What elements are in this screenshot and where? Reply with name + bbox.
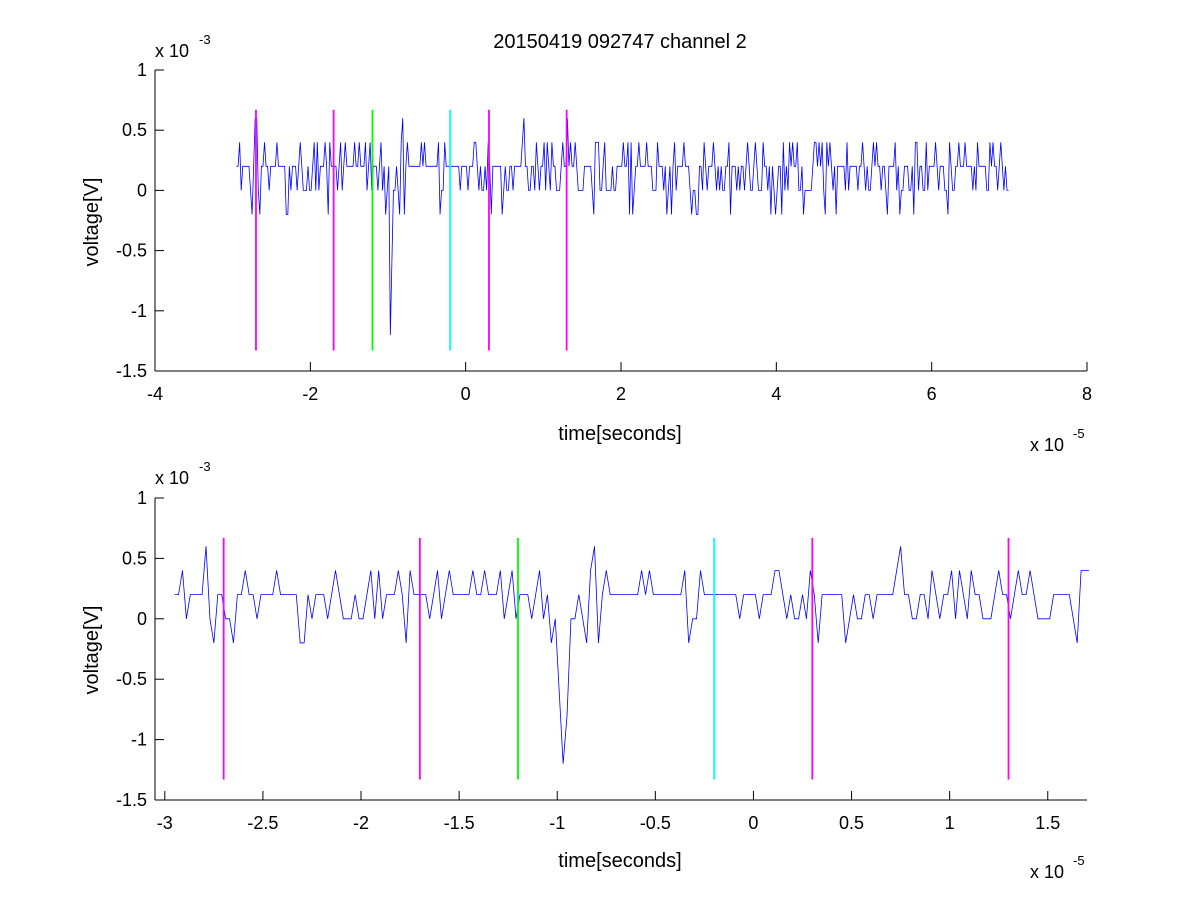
y-tick-label: 1 [137, 488, 147, 508]
y-axis-label: voltage[V] [81, 606, 103, 695]
x-tick-label: 6 [927, 384, 937, 404]
x-tick-label: 1.5 [1035, 813, 1060, 833]
y-tick-label: 0.5 [122, 120, 147, 140]
x-tick-label: -2 [302, 384, 318, 404]
y-tick-label: -1 [131, 730, 147, 750]
x-tick-label: 0 [748, 813, 758, 833]
y-tick-label: -1.5 [116, 361, 147, 381]
x-tick-label: 2 [616, 384, 626, 404]
x-multiplier-exponent: -5 [1073, 426, 1085, 441]
x-tick-label: -4 [147, 384, 163, 404]
y-tick-label: -0.5 [116, 241, 147, 261]
y-tick-label: 0 [137, 180, 147, 200]
y-multiplier-exponent: -3 [199, 459, 211, 474]
x-multiplier-base: x 10 [1030, 862, 1064, 882]
x-tick-label: -0.5 [640, 813, 671, 833]
x-tick-label: -1 [549, 813, 565, 833]
y-tick-label: -1 [131, 301, 147, 321]
signal-trace [174, 546, 1089, 764]
y-tick-label: 1 [137, 60, 147, 80]
x-tick-label: 0 [461, 384, 471, 404]
x-multiplier-exponent: -5 [1073, 853, 1085, 868]
y-multiplier-base: x 10 [155, 468, 189, 488]
x-axis-label: time[seconds] [558, 850, 681, 872]
x-multiplier-base: x 10 [1030, 435, 1064, 455]
y-tick-label: -1.5 [116, 790, 147, 810]
x-tick-label: 4 [771, 384, 781, 404]
y-multiplier-exponent: -3 [199, 32, 211, 47]
signal-trace [236, 117, 1009, 335]
x-axis-label: time[seconds] [558, 423, 681, 445]
x-tick-label: -2.5 [247, 813, 278, 833]
axes-bottom: time[seconds] voltage[V] x 10 -3 x 10 -5… [81, 459, 1089, 882]
y-tick-label: 0.5 [122, 548, 147, 568]
x-tick-label: -1.5 [444, 813, 475, 833]
x-tick-label: -3 [157, 813, 173, 833]
y-tick-label: -0.5 [116, 669, 147, 689]
x-tick-label: 0.5 [839, 813, 864, 833]
x-tick-label: -2 [353, 813, 369, 833]
y-multiplier-base: x 10 [155, 41, 189, 61]
chart-title: 20150419 092747 channel 2 [493, 31, 747, 53]
x-tick-label: 8 [1082, 384, 1092, 404]
x-tick-label: 1 [945, 813, 955, 833]
y-tick-label: 0 [137, 609, 147, 629]
y-axis-label: voltage[V] [81, 178, 103, 267]
axes-top: 20150419 092747 channel 2 time[seconds] … [81, 31, 1092, 455]
